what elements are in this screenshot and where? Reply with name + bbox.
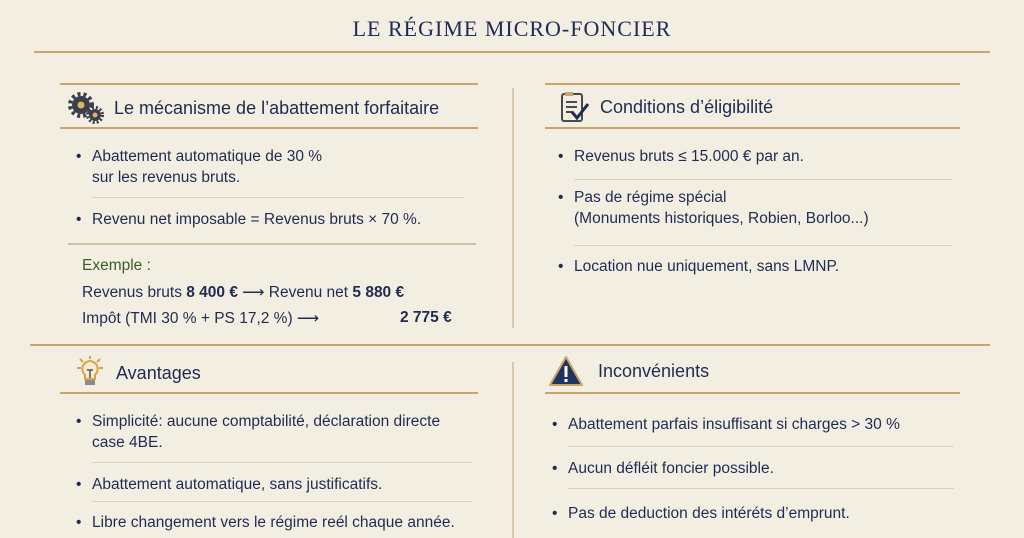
- divider: [92, 462, 472, 463]
- list-item: • Pas de deduction des intéréts d’emprunt…: [552, 505, 850, 522]
- section-header: Le mécanisme de l’abattement forfaitaire: [68, 92, 439, 124]
- divider: [574, 179, 952, 180]
- divider: [568, 446, 954, 447]
- example-label: Exemple :: [82, 257, 151, 274]
- section-heading: Inconvénients: [598, 360, 710, 381]
- section-header: Avantages: [74, 356, 201, 390]
- row-divider: [30, 344, 990, 346]
- section-header: Conditions d’éligibilité: [560, 90, 773, 124]
- section-heading: Conditions d’éligibilité: [600, 96, 774, 117]
- list-item: • Abattement automatique, sans justificat…: [76, 476, 383, 493]
- list-item: • Abattement parfais insuffisant si charg…: [552, 416, 900, 433]
- section-header: Inconvénients: [548, 355, 709, 387]
- example-row: Revenus bruts 8 400 € ⟶ Revenu net 5 880…: [82, 284, 405, 301]
- column-divider: [512, 88, 514, 328]
- gears-icon: [68, 92, 104, 124]
- divider: [92, 197, 464, 198]
- divider: [545, 127, 960, 129]
- divider: [545, 392, 960, 394]
- example-tax-value: 2 775 €: [400, 309, 452, 326]
- divider: [545, 83, 960, 85]
- list-item: • Revenus bruts ≤ 15.000 € par an.: [558, 148, 804, 165]
- list-item: • Simplicité: aucune comptabilité, déclar…: [76, 413, 441, 451]
- checklist-icon: [561, 92, 590, 122]
- divider: [60, 392, 478, 394]
- section-heading: Le mécanisme de l’abattement forfaitaire: [114, 97, 440, 118]
- divider: [68, 243, 476, 245]
- column-divider: [512, 362, 514, 538]
- list-item: • Location nue uniquement, sans LMNP.: [558, 258, 840, 275]
- page-title: LE RÉGIME MICRO-FONCIER: [352, 16, 672, 41]
- list-item: • Libre changement vers le régime reél ch…: [76, 514, 455, 531]
- list-item: • Revenu net imposable = Revenus bruts × …: [76, 211, 422, 228]
- lightbulb-icon: [77, 356, 103, 385]
- list-item: • Abattement automatique de 30 % sur les r…: [76, 148, 323, 186]
- title-divider: [34, 51, 990, 53]
- example-row: Impôt (TMI 30 % + PS 17,2 %) ⟶: [82, 310, 320, 327]
- list-item: • Pas de régime spécial (Monuments histori…: [558, 189, 869, 227]
- warning-icon: [549, 356, 583, 386]
- divider: [92, 501, 472, 502]
- divider: [574, 245, 952, 246]
- divider: [568, 488, 954, 489]
- divider: [60, 127, 478, 129]
- section-heading: Avantages: [116, 362, 201, 383]
- divider: [60, 83, 478, 85]
- list-item: • Aucun défléit foncier possible.: [552, 460, 774, 477]
